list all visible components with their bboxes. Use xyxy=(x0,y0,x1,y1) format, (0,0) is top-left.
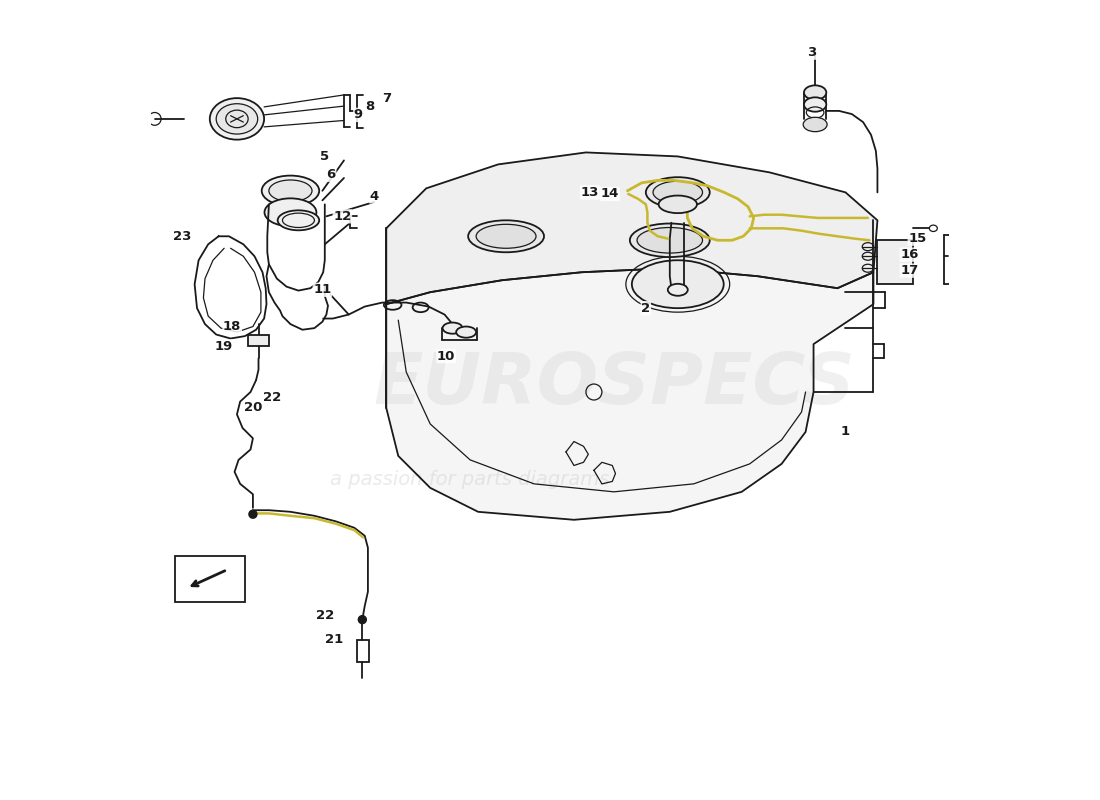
Ellipse shape xyxy=(476,224,536,248)
Ellipse shape xyxy=(630,223,710,257)
Text: 10: 10 xyxy=(437,350,455,362)
Ellipse shape xyxy=(653,181,703,203)
Text: 1: 1 xyxy=(840,426,850,438)
Text: 8: 8 xyxy=(365,100,375,113)
Text: 9: 9 xyxy=(354,108,363,122)
Circle shape xyxy=(249,510,257,518)
Text: 11: 11 xyxy=(314,283,331,296)
Text: 15: 15 xyxy=(909,232,926,245)
Ellipse shape xyxy=(668,284,688,296)
Text: 23: 23 xyxy=(174,230,191,242)
Text: 14: 14 xyxy=(601,187,619,201)
Text: 5: 5 xyxy=(320,150,329,163)
Text: a passion for parts diagrams: a passion for parts diagrams xyxy=(330,470,609,490)
Text: 22: 22 xyxy=(316,609,334,622)
Text: 6: 6 xyxy=(327,168,336,182)
Polygon shape xyxy=(386,268,873,520)
Text: 21: 21 xyxy=(326,633,343,646)
Ellipse shape xyxy=(803,118,827,132)
Text: 3: 3 xyxy=(807,46,816,59)
Ellipse shape xyxy=(262,175,319,206)
Polygon shape xyxy=(386,153,878,304)
Text: 7: 7 xyxy=(382,92,390,105)
Ellipse shape xyxy=(277,210,319,230)
Text: 22: 22 xyxy=(263,391,282,404)
FancyBboxPatch shape xyxy=(878,240,913,284)
Text: 17: 17 xyxy=(900,264,918,277)
Ellipse shape xyxy=(268,180,312,202)
Circle shape xyxy=(359,616,366,624)
Text: 2: 2 xyxy=(641,302,650,314)
FancyBboxPatch shape xyxy=(175,556,245,602)
Ellipse shape xyxy=(804,98,826,112)
Text: 19: 19 xyxy=(214,340,233,353)
Ellipse shape xyxy=(217,104,257,134)
FancyBboxPatch shape xyxy=(249,334,268,346)
Ellipse shape xyxy=(659,195,697,213)
Text: 12: 12 xyxy=(333,210,352,223)
Text: 4: 4 xyxy=(370,190,378,203)
Ellipse shape xyxy=(637,227,703,253)
Ellipse shape xyxy=(469,220,544,252)
Ellipse shape xyxy=(264,198,317,226)
Ellipse shape xyxy=(442,322,463,334)
Ellipse shape xyxy=(456,326,476,338)
Text: 18: 18 xyxy=(223,320,241,333)
Ellipse shape xyxy=(646,177,710,207)
Ellipse shape xyxy=(631,260,724,308)
Text: EUROSPECS: EUROSPECS xyxy=(373,350,855,418)
Ellipse shape xyxy=(804,86,826,100)
Text: 16: 16 xyxy=(900,248,918,261)
Text: 13: 13 xyxy=(581,186,600,199)
Ellipse shape xyxy=(210,98,264,140)
Text: 20: 20 xyxy=(244,402,262,414)
